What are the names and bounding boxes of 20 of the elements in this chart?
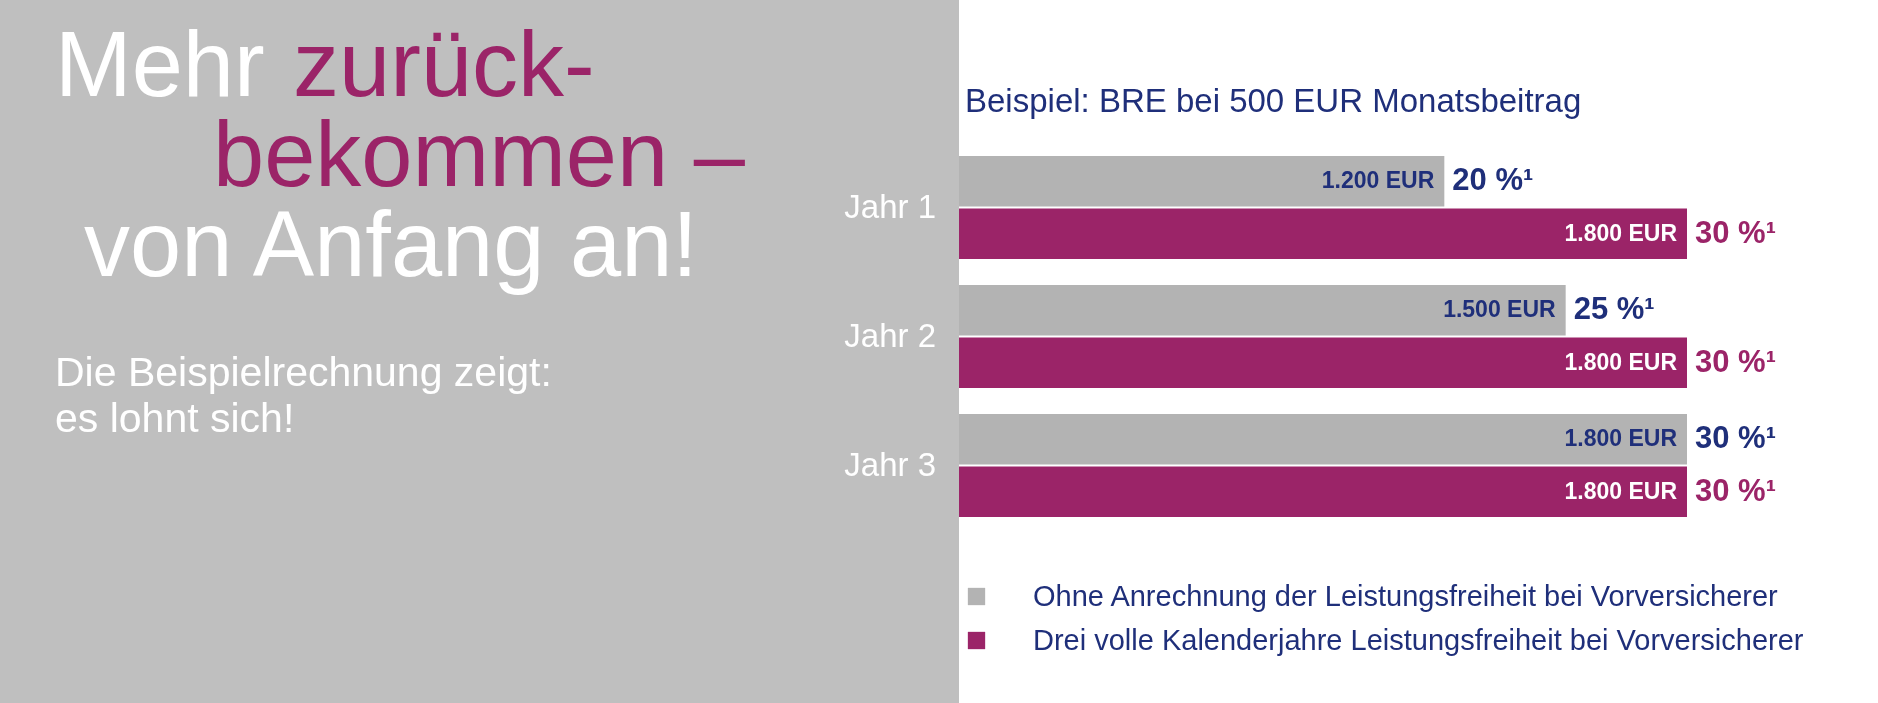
legend-label: Drei volle Kalenderjahre Leistungsfreiheit bei Vorversicherer (1033, 623, 1804, 656)
annotation: 20 %¹ (1452, 162, 1534, 198)
y-tick-label: Jahr 2 (844, 316, 936, 354)
data-label: 1.500 EUR (1443, 296, 1557, 323)
data-label: 1.800 EUR (1564, 477, 1678, 504)
y-tick-label: Jahr 3 (844, 445, 936, 483)
annotation: 30 %¹ (1695, 472, 1776, 508)
annotation: 30 %¹ (1695, 420, 1776, 456)
text: Die Beispielrechnung zeigt: (55, 349, 552, 395)
y-tick-label: Jahr 1 (844, 187, 936, 225)
data-label: 1.200 EUR (1321, 167, 1435, 194)
annotation: 30 %¹ (1695, 214, 1776, 250)
data-label: 1.800 EUR (1564, 348, 1678, 375)
legend-label: Ohne Anrechnung der Leistungsfreiheit bei Vorversicherer (1033, 579, 1779, 612)
annotation: 30 %¹ (1695, 343, 1776, 379)
data-label: 1.800 EUR (1564, 425, 1678, 452)
chart-title: Beispiel: BRE bei 500 EUR Monatsbeitrag (965, 82, 1582, 119)
annotation: 25 %¹ (1573, 291, 1655, 327)
data-label: 1.800 EUR (1564, 219, 1678, 246)
text: es lohnt sich! (55, 395, 295, 441)
